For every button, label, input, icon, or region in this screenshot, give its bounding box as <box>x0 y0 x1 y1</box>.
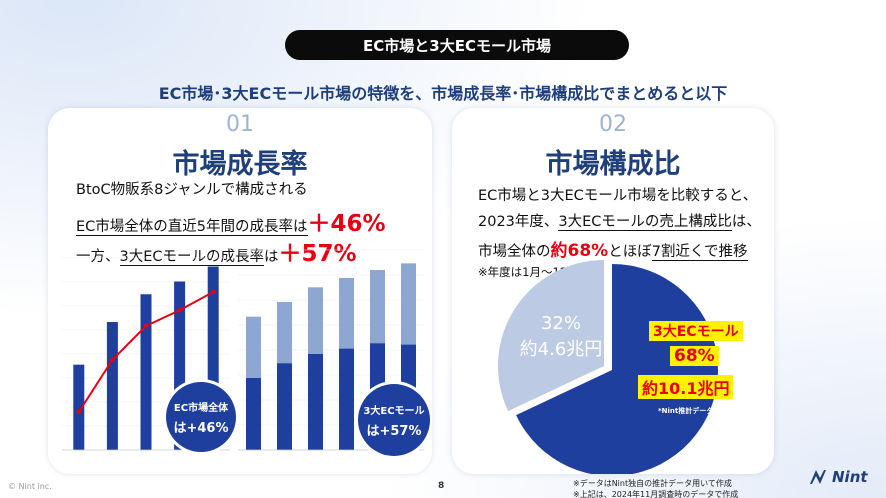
bubble1-label: EC市場全体 <box>173 402 229 414</box>
mall-growth-bubble: 3大ECモール は+57% <box>358 384 430 456</box>
market-growth-text: EC市場全体の直近5年間の成長率は <box>76 219 308 236</box>
bar <box>207 266 219 450</box>
nint-logo-icon <box>810 470 826 484</box>
footnote-2: ※上記は、2024年11月調査時のデータで作成 <box>573 490 739 498</box>
growth-point <box>177 308 182 313</box>
mall-slice-percent: 68% <box>670 346 719 366</box>
slide-subtitle: EC市場･3大ECモール市場の特徴を、市場成長率･市場構成比でまとめると以下 <box>158 84 728 103</box>
footnote-1: ※データはNint独自の推計データ用いて作成 <box>573 479 732 488</box>
growth-point <box>211 289 216 295</box>
description-line-2: 2023年度、3大ECモールの売上構成比は、 <box>478 210 761 231</box>
bar-malls <box>308 354 323 450</box>
mall-slice-name: 3大ECモール <box>649 321 743 341</box>
slide-title: EC市場と3大ECモール市場 <box>285 30 629 60</box>
card-number: 01 <box>226 112 254 137</box>
pie-slice-other <box>498 260 604 412</box>
card-heading: 市場構成比 <box>545 149 681 180</box>
mall-slice-amount: 約10.1兆円 <box>638 375 734 399</box>
page-number: 8 <box>438 481 445 491</box>
bar-malls <box>277 363 292 450</box>
bar <box>106 322 118 450</box>
composition-value: 約68% <box>550 241 609 261</box>
bubble2-value: は+57% <box>366 423 422 439</box>
nint-logo: Nint <box>808 468 868 486</box>
description-line-2: EC市場全体の直近5年間の成長率は＋46% <box>76 204 386 238</box>
bar <box>174 281 186 450</box>
bar <box>73 364 85 450</box>
growth-point <box>110 357 115 363</box>
other-amount: 約4.6兆円 <box>519 339 603 360</box>
line3-prefix: 市場全体の <box>478 244 551 260</box>
copyright: © Nint inc. <box>8 482 52 491</box>
ec-market-chart <box>62 257 230 451</box>
mall-growth-value: ＋57% <box>278 241 357 267</box>
market-growth-value: ＋46% <box>307 211 386 237</box>
nint-logo-text: Nint <box>832 468 868 486</box>
composition-pie <box>498 260 718 474</box>
bubble1-value: は+46% <box>173 420 229 436</box>
composition-card: 02 市場構成比 EC市場と3大ECモール市場を比較すると、 2023年度、3大… <box>452 108 774 474</box>
growth-point <box>143 323 149 329</box>
mall-growth-text: 3大ECモールの成長率 <box>119 249 265 266</box>
bar-malls <box>246 378 261 450</box>
description-line-1: BtoC物販系8ジャンルで構成される <box>76 182 308 198</box>
description-line-3: 一方、3大ECモールの成長率は＋57% <box>76 234 357 268</box>
growth-rate-card: 01 市場成長率 BtoC物販系8ジャンルで構成される EC市場全体の直近5年間… <box>48 108 432 474</box>
other-percent: 32% <box>540 313 581 334</box>
line3-prefix: 一方、 <box>76 249 120 265</box>
bubble2-label: 3大ECモール <box>363 405 425 417</box>
trend-text: 7割近くで推移 <box>651 244 748 261</box>
footnotes: ※データはNint独自の推計データ用いて作成 ※上記は、2024年11月調査時の… <box>573 478 738 498</box>
line2-suffix: は、 <box>731 214 761 230</box>
other-slice-label: 32% 約4.6兆円 <box>516 311 606 363</box>
composition-text: 3大ECモールの売上構成比 <box>558 214 732 231</box>
pie-slice-3-malls <box>516 264 718 474</box>
description-line-1: EC市場と3大ECモール市場を比較すると、 <box>478 188 758 204</box>
ec-market-growth-bubble: EC市場全体 は+46% <box>166 382 236 452</box>
line3-suffix: は <box>264 249 279 265</box>
bar <box>140 294 152 450</box>
bar-malls <box>339 348 354 450</box>
growth-point <box>76 409 81 415</box>
card-number: 02 <box>599 112 627 137</box>
card-heading: 市場成長率 <box>172 149 308 180</box>
description-line-3: 市場全体の約68%とほぼ7割近くで推移 <box>478 236 748 261</box>
line2-prefix: 2023年度、 <box>478 214 559 230</box>
pie-source-note: *Nint推計データから算出 <box>658 407 742 415</box>
line3-mid: とほぼ <box>608 244 652 260</box>
